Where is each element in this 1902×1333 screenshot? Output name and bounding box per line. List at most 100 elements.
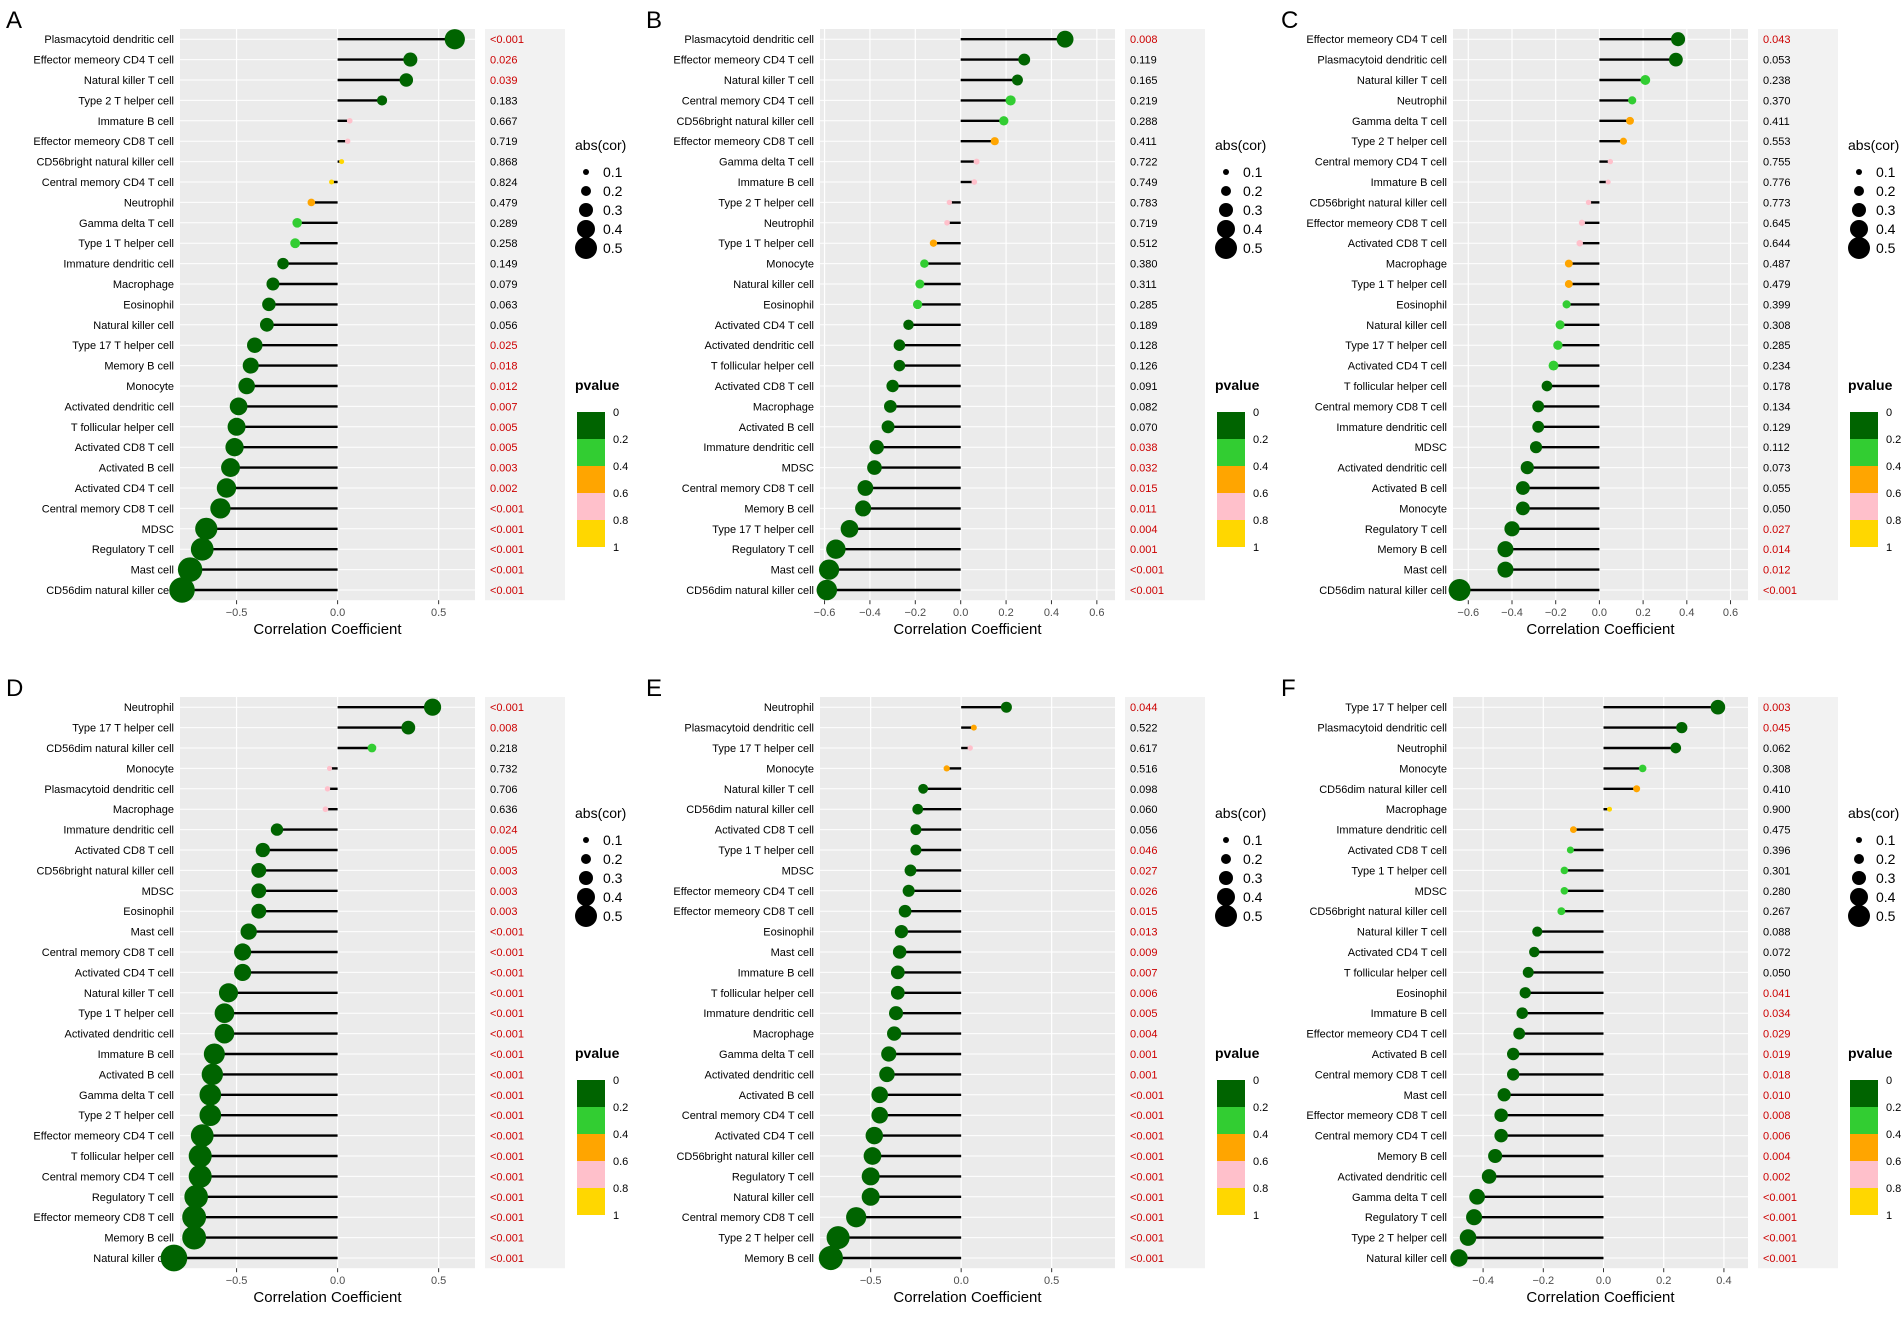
pvalue-label: 0.755 <box>1763 157 1791 169</box>
pvalue-label: 0.008 <box>1763 1110 1791 1122</box>
lollipop-dot <box>367 743 377 753</box>
lollipop-dot <box>892 945 907 959</box>
cell-label: Type 2 T helper cell <box>1351 1233 1447 1245</box>
lollipop-dot <box>857 480 874 496</box>
cell-label: Macrophage <box>1386 804 1447 816</box>
size-legend-label: 0.4 <box>1876 889 1896 905</box>
size-legend-label: 0.2 <box>1876 851 1896 867</box>
cell-label: Memory B cell <box>104 1233 174 1245</box>
pvalue-label: 0.091 <box>1130 381 1158 393</box>
size-legend-dot <box>1215 237 1237 259</box>
pvalue-label: 0.285 <box>1763 340 1791 352</box>
cell-label: Macrophage <box>753 1029 814 1041</box>
cell-label: Type 17 T helper cell <box>712 743 814 755</box>
cell-label: Central memory CD8 T cell <box>42 947 174 959</box>
cell-label: Memory B cell <box>744 1253 814 1265</box>
lollipop-dot <box>401 720 416 735</box>
pvalue-label: 0.053 <box>1763 55 1791 67</box>
lollipop-dot <box>1494 1128 1508 1143</box>
size-legend-label: 0.5 <box>1243 908 1263 924</box>
cell-label: Type 1 T helper cell <box>718 845 814 857</box>
cell-label: Mast cell <box>771 565 814 577</box>
lollipop-dot <box>1668 52 1683 67</box>
cell-label: Type 2 T helper cell <box>78 95 174 107</box>
pvalue-label: 0.119 <box>1130 55 1157 67</box>
lollipop-dot <box>1570 826 1577 833</box>
cell-label: Eosinophil <box>763 927 814 939</box>
lollipop-dot <box>1481 1169 1497 1184</box>
cell-label: Gamma delta T cell <box>1352 1192 1447 1204</box>
cell-label: Plasmacytoid dendritic cell <box>684 34 814 46</box>
cell-label: Effector memeory CD4 T cell <box>673 55 814 67</box>
size-legend-label: 0.5 <box>1243 240 1263 256</box>
cell-label: Immature dendritic cell <box>1336 422 1447 434</box>
lollipop-dot <box>881 1046 897 1062</box>
pvalue-label: 0.479 <box>490 197 518 209</box>
lollipop-dot <box>840 519 859 538</box>
x-tick-label: 0.5 <box>431 607 446 619</box>
cell-label: Type 17 T helper cell <box>1345 340 1447 352</box>
lollipop-dot <box>307 198 316 207</box>
pvalue-label: 0.004 <box>1130 1029 1158 1041</box>
size-legend-dot <box>1856 169 1862 175</box>
pvalue-label: 0.126 <box>1130 361 1158 373</box>
cell-label: Central memory CD8 T cell <box>1315 401 1447 413</box>
cell-label: Activated CD8 T cell <box>1348 238 1447 250</box>
pvalue-column <box>1758 29 1838 601</box>
pvalue-label: 0.050 <box>1763 967 1791 979</box>
lollipop-dot <box>1507 1068 1520 1081</box>
cell-label: Macrophage <box>113 279 174 291</box>
cell-label: Effector memeory CD8 T cell <box>33 1212 174 1224</box>
lollipop-dot <box>1562 300 1571 309</box>
lollipop-dot <box>890 985 905 1000</box>
pvalue-label: 0.002 <box>490 483 518 495</box>
pvalue-label: 0.032 <box>1130 463 1158 475</box>
cell-label: Activated dendritic cell <box>65 401 174 413</box>
pvalue-label: 0.073 <box>1763 463 1791 475</box>
pvalue-label: 0.149 <box>490 259 518 271</box>
cell-label: Activated CD8 T cell <box>75 845 174 857</box>
pvalue-label: 0.396 <box>1763 845 1791 857</box>
cell-label: Immature dendritic cell <box>63 259 174 271</box>
size-legend-dot <box>1848 237 1870 259</box>
pvalue-label: 0.012 <box>490 381 518 393</box>
lollipop-dot <box>1671 32 1686 47</box>
lollipop-dot <box>1448 579 1471 601</box>
lollipop-dot <box>1532 400 1545 413</box>
pvalue-label: 0.029 <box>1763 1029 1791 1041</box>
cell-label: Regulatory T cell <box>732 544 814 556</box>
pvalue-label: 0.039 <box>490 75 518 87</box>
lollipop-dot <box>160 1244 188 1272</box>
pvalue-label: 0.411 <box>1763 116 1790 128</box>
size-legend-label: 0.4 <box>1243 889 1263 905</box>
cell-label: CD56dim natural killer cell <box>46 585 174 597</box>
cell-label: Type 1 T helper cell <box>78 238 174 250</box>
pvalue-legend-swatch <box>577 520 605 547</box>
pvalue-legend-swatch <box>577 1161 605 1188</box>
panel-b: B Plasmacytoid dendritic cell 0.008 Effecto… <box>646 7 1268 638</box>
pvalue-label: 0.046 <box>1130 845 1158 857</box>
pvalue-label: <0.001 <box>1763 1192 1797 1204</box>
cell-label: MDSC <box>782 865 814 877</box>
pvalue-legend-swatch <box>1217 1161 1245 1188</box>
pvalue-legend-title: pvalue <box>575 377 620 393</box>
pvalue-label: 0.006 <box>1763 1131 1791 1143</box>
plot-area <box>1453 29 1748 601</box>
cell-label: Eosinophil <box>1396 299 1447 311</box>
cell-label: T follicular helper cell <box>1344 381 1447 393</box>
pvalue-label: 0.026 <box>490 55 518 67</box>
lollipop-dot <box>345 138 351 144</box>
lollipop-dot <box>329 179 335 185</box>
pvalue-legend-swatch <box>1850 412 1878 439</box>
lollipop-dot <box>888 1006 904 1021</box>
pvalue-label: 0.308 <box>1763 763 1791 775</box>
lollipop-dot <box>326 765 333 771</box>
cell-label: Monocyte <box>126 381 174 393</box>
pvalue-label: 0.056 <box>1130 825 1158 837</box>
pvalue-label: 0.082 <box>1130 401 1158 413</box>
pvalue-legend-swatch <box>1850 1188 1878 1215</box>
pvalue-label: 0.773 <box>1763 197 1791 209</box>
pvalue-label: 0.027 <box>1130 865 1158 877</box>
lollipop-dot <box>946 199 953 206</box>
size-legend-dot <box>1223 169 1229 175</box>
